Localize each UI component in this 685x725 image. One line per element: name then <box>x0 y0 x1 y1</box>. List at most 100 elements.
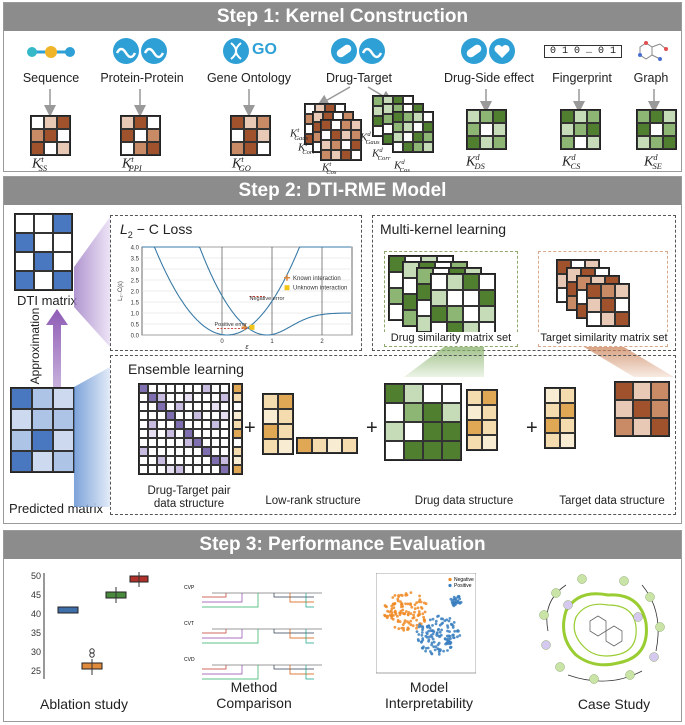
low-rank-b <box>296 437 358 454</box>
boxplot-ytick: 25 <box>31 666 41 676</box>
predicted-matrix-grid-cell <box>11 451 32 472</box>
target-set-label: Target similarity matrix set <box>534 332 674 344</box>
k-t-cos-matrix-cell <box>341 120 351 130</box>
k-ss-matrix-cell <box>31 142 44 155</box>
k-ppi-matrix <box>120 115 161 156</box>
tsne-point <box>386 609 389 613</box>
k-ds-matrix <box>466 109 507 150</box>
pair-grid <box>138 383 230 475</box>
fingerprint-label: Fingerprint <box>552 71 612 85</box>
dti-matrix-grid-cell <box>53 233 72 252</box>
pair-grid-cell <box>139 420 148 429</box>
drug-struct-b-cell <box>467 435 482 450</box>
residue-node <box>633 612 643 622</box>
tsne-point <box>416 606 420 610</box>
tsne-point <box>418 612 421 616</box>
tsne-point <box>427 629 431 633</box>
target-struct-grid-cell <box>615 382 633 400</box>
projection-shading <box>74 217 110 507</box>
loss-ytick: 2.5 <box>131 279 140 285</box>
ligand-ring-1 <box>589 615 607 637</box>
boxplot-ytick: 30 <box>31 647 41 657</box>
k-d-cos-matrix-cell <box>393 142 403 152</box>
tsne-point <box>442 649 445 653</box>
legend-known-marker <box>284 274 290 281</box>
drug-struct-grid <box>384 383 462 461</box>
pair-grid-cell <box>157 384 166 393</box>
pair-grid-cell <box>202 465 211 474</box>
tsne-point <box>423 610 427 614</box>
tsne-point <box>411 624 415 628</box>
tsne-point <box>399 611 402 615</box>
tsne-point <box>402 626 405 630</box>
tsne-point <box>390 604 394 608</box>
drug-struct-grid-cell <box>385 384 404 403</box>
pair-grid-cell <box>166 456 175 465</box>
k-se-matrix-cell <box>650 136 663 149</box>
cd-method-line <box>202 629 227 634</box>
loss-ytick: 1.0 <box>131 312 140 318</box>
pair-grid-cell <box>184 420 193 429</box>
pair-grid-cell <box>202 411 211 420</box>
k-go-matrix-cell <box>257 142 270 155</box>
pair-grid-cell <box>175 429 184 438</box>
pair-grid-cell <box>139 402 148 411</box>
loss-xlabel: ε <box>245 344 249 349</box>
pair-grid-cell <box>211 420 220 429</box>
drug-sim-matrix-4-cell <box>447 274 463 290</box>
k-t-cos-matrix-cell <box>351 120 361 130</box>
pair-grid-cell <box>202 393 211 402</box>
pair-grid-cell <box>220 384 229 393</box>
target-struct-grid-cell <box>651 418 669 436</box>
multi-kernel-title: Multi-kernel learning <box>380 221 507 237</box>
tsne-point <box>434 619 438 623</box>
tsne-point <box>406 602 410 606</box>
k-d-gaus-matrix-cell <box>373 96 383 106</box>
dti-matrix-grid-cell <box>53 214 72 233</box>
pair-grid-cell <box>166 411 175 420</box>
k-t-cos-matrix-cell <box>321 150 331 160</box>
k-t-cos-matrix-cell <box>341 130 351 140</box>
k-ds-matrix-cell <box>480 110 493 123</box>
k-d-cos-matrix-cell <box>413 132 423 142</box>
k-d-cos-matrix-cell <box>403 142 413 152</box>
tsne-point <box>406 620 409 624</box>
pair-grid-cell <box>184 456 193 465</box>
k-se-matrix <box>636 109 677 150</box>
pair-grid-cell <box>184 465 193 474</box>
k-cs-matrix-cell <box>574 123 587 136</box>
plus-sign-1: + <box>244 417 256 439</box>
drug-struct-grid-cell <box>404 384 423 403</box>
k-d-cos-matrix-cell <box>403 122 413 132</box>
k-d-cos-matrix-cell <box>393 122 403 132</box>
low-rank-a-cell <box>263 424 278 439</box>
tsne-point <box>396 620 400 623</box>
tsne-point <box>401 594 404 597</box>
step1-panel: Step 1: Kernel Construction Sequence Pro… <box>3 2 682 176</box>
target-sim-matrix-4-cell <box>587 298 601 312</box>
cd-method-line <box>289 629 314 639</box>
tsne-point <box>422 645 425 649</box>
tsne-point <box>419 606 423 609</box>
k-d-cos-matrix-cell <box>403 112 413 122</box>
pair-grid-cell <box>184 384 193 393</box>
ensemble-box <box>110 355 676 515</box>
target-struct-a-cell <box>560 433 575 448</box>
k-t-cos-matrix-cell <box>341 140 351 150</box>
k-ds-matrix-cell <box>467 110 480 123</box>
tsne-point <box>420 640 423 644</box>
k-se-matrix-cell <box>663 123 676 136</box>
tsne-point <box>404 610 408 613</box>
low-rank-a <box>262 393 294 455</box>
drug-side-effect-label: Drug-Side effect <box>443 71 535 85</box>
tsne-point <box>447 637 450 640</box>
low-rank-a-cell <box>263 439 278 454</box>
ligand-ring-2 <box>605 625 623 647</box>
k-t-cos-matrix-cell <box>321 120 331 130</box>
model-interpretability-label: Model Interpretability <box>385 679 473 711</box>
pair-grid-cell <box>148 447 157 456</box>
k-go-matrix-cell <box>257 129 270 142</box>
k-ppi-matrix-cell <box>134 142 147 155</box>
residue-node <box>577 574 587 584</box>
pair-grid-cell <box>139 465 148 474</box>
